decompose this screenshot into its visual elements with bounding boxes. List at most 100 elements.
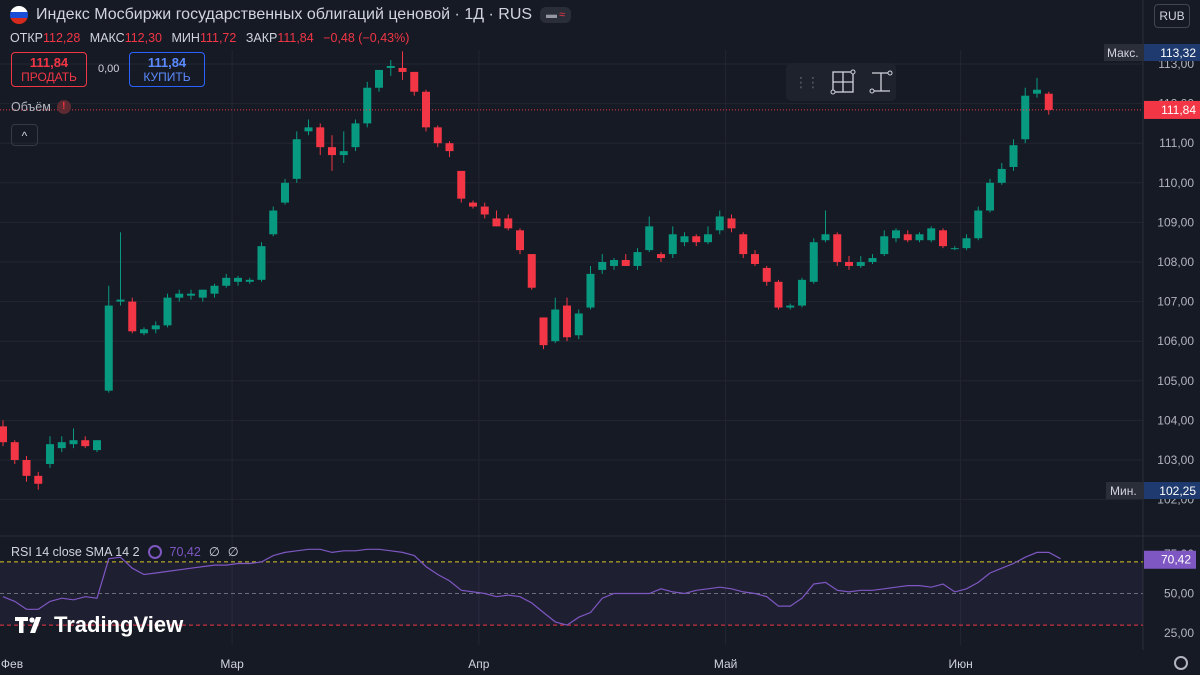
candle (856, 256, 865, 268)
candle (281, 178, 289, 205)
buy-button[interactable]: 111,84 КУПИТЬ (129, 52, 205, 87)
candle-body (845, 262, 853, 266)
candle-body (0, 426, 7, 443)
candle (339, 131, 348, 163)
min-label-value: 102,25 (1159, 484, 1196, 498)
candle (398, 51, 407, 80)
candle (0, 420, 7, 447)
candle-body (868, 258, 877, 262)
candle (621, 254, 630, 266)
rsi-label: RSI 14 close SMA 14 2 (11, 544, 140, 559)
candle-body (692, 236, 701, 243)
russia-flag-icon (10, 6, 28, 24)
candle-body (10, 442, 19, 460)
price-tick-label: 111,00 (1159, 136, 1194, 150)
candle (962, 234, 971, 251)
close-value: 111,84 (277, 31, 314, 45)
low-value: 111,72 (199, 31, 237, 45)
pill-dash-icon: ▬ (546, 9, 558, 21)
candle-body (433, 127, 442, 144)
candle-body (339, 151, 348, 156)
ohlc-legend: ОТКР112,28 МАКС112,30 МИН111,72 ЗАКР111,… (10, 31, 415, 45)
candle-body (880, 236, 889, 255)
chart-grid (0, 0, 1200, 650)
collapse-legend-button[interactable]: ^ (11, 124, 38, 146)
candle-body (974, 210, 983, 239)
candle-body (997, 168, 1006, 183)
currency-button[interactable]: RUB (1154, 4, 1190, 28)
candle-body (480, 206, 489, 215)
candle-body (892, 230, 900, 239)
candle-body (398, 67, 407, 72)
candle-body (833, 234, 842, 262)
candle (821, 210, 830, 243)
candle-body (856, 262, 865, 266)
candle-body (163, 297, 172, 326)
drag-handle-icon[interactable]: ⋮⋮ (794, 73, 820, 90)
candle-body (939, 230, 947, 247)
candle-body (1021, 95, 1030, 140)
max-label-text: Макс. (1107, 46, 1139, 60)
candle (93, 440, 101, 453)
candle-body (504, 218, 513, 229)
candle-body (903, 234, 912, 241)
candle (81, 436, 90, 449)
sell-price: 111,84 (29, 55, 69, 70)
candle-body (81, 440, 90, 447)
candle (163, 293, 172, 328)
candle-body (598, 262, 607, 270)
rsi-line (2, 548, 1061, 626)
candle-body (762, 267, 771, 282)
candle (751, 250, 759, 266)
candle-body (151, 325, 160, 330)
candle-body (69, 440, 78, 445)
reference-lines (0, 109, 1143, 626)
status-pill[interactable]: ▬ ≈ (540, 7, 572, 23)
candle (574, 309, 583, 340)
candle (492, 210, 501, 227)
warning-icon[interactable]: ! (56, 100, 71, 114)
change-value: −0,48 (−0,43%) (323, 31, 410, 45)
candle-body (527, 254, 536, 288)
candle-body (57, 442, 66, 449)
candle-body (22, 460, 31, 476)
candle-body (198, 289, 207, 298)
settings-gear-icon[interactable] (1174, 656, 1188, 670)
candle (598, 254, 607, 274)
candle (234, 275, 242, 286)
candle (1033, 77, 1041, 98)
candle (457, 170, 466, 203)
last-price-value: 111,84 (1161, 103, 1196, 117)
candle-body (245, 279, 254, 282)
time-tick-label: Июн (948, 657, 972, 671)
candle (633, 248, 642, 270)
candle (375, 69, 383, 92)
measure-area-icon[interactable] (830, 69, 856, 95)
rsi-tick-label: 50,00 (1164, 587, 1194, 601)
candle (257, 242, 266, 282)
candle-body (586, 273, 595, 308)
tradingview-logo[interactable]: TradingView (14, 612, 183, 638)
candle-body (128, 301, 137, 332)
measure-range-icon[interactable] (868, 69, 894, 95)
min-label-text: Мин. (1110, 484, 1137, 498)
candle (892, 228, 900, 243)
floating-toolbar: ⋮⋮ (786, 63, 896, 101)
candle (950, 246, 959, 251)
candle-body (551, 309, 560, 342)
candle (997, 163, 1006, 185)
sell-button[interactable]: 111,84 ПРОДАТЬ (11, 52, 87, 87)
candle (69, 428, 78, 449)
candle-body (304, 127, 313, 132)
candle-body (751, 254, 759, 264)
candle (304, 119, 313, 136)
rsi-legend[interactable]: RSI 14 close SMA 14 2 70,42 ∅ ∅ (11, 544, 239, 559)
candle-body (950, 248, 959, 250)
candle-body (210, 285, 219, 294)
candle (809, 238, 818, 284)
chart-title: Индекс Мосбиржи государственных облигаци… (36, 6, 533, 23)
open-value: 112,28 (42, 31, 81, 45)
volume-legend[interactable]: Объём ! (11, 100, 71, 114)
refresh-icon[interactable] (147, 544, 162, 559)
